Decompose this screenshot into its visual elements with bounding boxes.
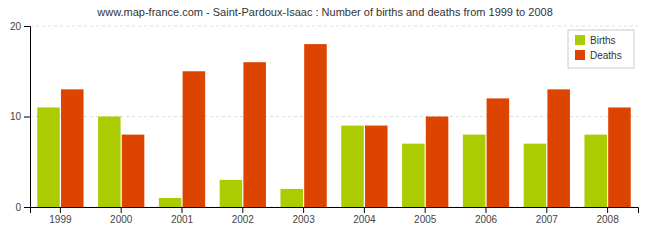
tick-mark bbox=[303, 207, 304, 213]
bar bbox=[463, 135, 486, 207]
tick: 0 bbox=[15, 202, 30, 213]
tick: 2000 bbox=[110, 207, 133, 225]
tick-label: 2004 bbox=[353, 214, 376, 225]
bar bbox=[37, 107, 60, 207]
bar bbox=[584, 135, 607, 207]
tick-label: 2001 bbox=[171, 214, 194, 225]
tick-mark bbox=[121, 207, 122, 213]
legend: Births Deaths bbox=[568, 30, 634, 68]
tick-mark bbox=[182, 207, 183, 213]
bar bbox=[159, 198, 182, 207]
bar bbox=[426, 117, 449, 208]
tick-label: 2006 bbox=[475, 214, 498, 225]
legend-box bbox=[568, 30, 634, 68]
bar bbox=[608, 107, 631, 207]
tick: 2001 bbox=[171, 207, 194, 225]
x-axis: 1999 2000 2001 2002 2003 2004 2005 2006 2007 2008 bbox=[31, 207, 639, 225]
chart: 1999 2000 2001 2002 2003 2004 2005 2006 2007 2008… bbox=[0, 0, 650, 229]
tick-mark bbox=[546, 207, 547, 213]
tick-label: 2005 bbox=[414, 214, 437, 225]
bar bbox=[487, 98, 510, 207]
bar bbox=[402, 144, 425, 207]
tick-label: 2007 bbox=[536, 214, 559, 225]
axis-line bbox=[24, 27, 31, 208]
tick: 2002 bbox=[232, 207, 255, 225]
bar bbox=[280, 189, 303, 207]
bar bbox=[183, 71, 206, 207]
tick: 2006 bbox=[475, 207, 498, 225]
tick: 20 bbox=[10, 21, 30, 32]
y-axis: 0 10 20 bbox=[10, 21, 31, 213]
bar bbox=[304, 44, 327, 207]
tick-mark bbox=[60, 207, 61, 213]
tick-label: 2000 bbox=[110, 214, 133, 225]
tick-mark bbox=[364, 207, 365, 213]
tick-label: 10 bbox=[10, 111, 22, 122]
series bbox=[61, 44, 631, 207]
bar bbox=[220, 180, 243, 207]
tick-mark bbox=[24, 117, 30, 118]
legend-label: Births bbox=[590, 35, 616, 46]
legend-item: Births bbox=[575, 35, 616, 46]
axis-line bbox=[31, 208, 639, 214]
plot: 1999 2000 2001 2002 2003 2004 2005 2006 2007 2008… bbox=[10, 21, 639, 225]
bar bbox=[341, 126, 364, 207]
bar bbox=[524, 144, 547, 207]
tick: 2005 bbox=[414, 207, 437, 225]
tick: 2003 bbox=[292, 207, 315, 225]
tick-mark bbox=[24, 26, 30, 27]
tick-label: 1999 bbox=[49, 214, 72, 225]
bar bbox=[122, 135, 145, 207]
grid bbox=[30, 26, 638, 207]
tick-mark bbox=[242, 207, 243, 213]
tick-label: 2008 bbox=[596, 214, 619, 225]
tick: 2008 bbox=[596, 207, 619, 225]
title: www.map-france.com - Saint-Pardoux-Isaac… bbox=[96, 6, 553, 18]
tick-mark bbox=[24, 207, 30, 208]
tick: 1999 bbox=[49, 207, 72, 225]
tick: 10 bbox=[10, 111, 30, 122]
bar bbox=[547, 89, 570, 207]
legend-item: Deaths bbox=[575, 50, 622, 61]
bars bbox=[37, 44, 630, 207]
tick-mark bbox=[486, 207, 487, 213]
tick-label: 2003 bbox=[292, 214, 315, 225]
tick: 2007 bbox=[536, 207, 559, 225]
tick-mark bbox=[607, 207, 608, 213]
bar bbox=[98, 117, 121, 208]
grid-line bbox=[30, 116, 638, 117]
tick-label: 20 bbox=[10, 21, 22, 32]
grid-line bbox=[30, 26, 638, 27]
legend-swatch bbox=[575, 35, 585, 45]
tick-label: 0 bbox=[15, 202, 21, 213]
bar bbox=[365, 126, 388, 207]
tick-label: 2002 bbox=[232, 214, 255, 225]
bar bbox=[243, 62, 266, 207]
legend-label: Deaths bbox=[590, 50, 622, 61]
tick-mark bbox=[425, 207, 426, 213]
tick: 2004 bbox=[353, 207, 376, 225]
bar bbox=[61, 89, 84, 207]
legend-swatch bbox=[575, 50, 585, 60]
